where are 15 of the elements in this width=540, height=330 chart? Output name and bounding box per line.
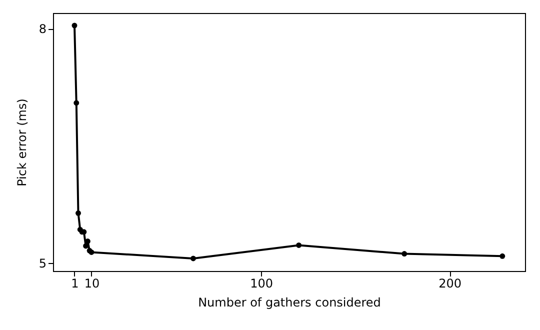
point (72, 22, 78, 28)
point (74, 100, 80, 106)
point (500, 253, 506, 259)
x-tick-label: 200 (438, 276, 462, 290)
point (190, 256, 196, 262)
x-axis-title: Number of gathers considered (198, 296, 381, 310)
x-tick-label: 10 (84, 276, 100, 290)
y-axis-title: Pick error (ms) (14, 98, 29, 186)
y-tick-label: 5 (38, 256, 46, 271)
point (402, 251, 408, 257)
y-tick-label: 8 (38, 22, 46, 36)
point (76, 210, 81, 216)
point (296, 242, 302, 248)
x-tick-label: 1 (71, 276, 79, 290)
x-tick-label: 100 (250, 276, 274, 290)
